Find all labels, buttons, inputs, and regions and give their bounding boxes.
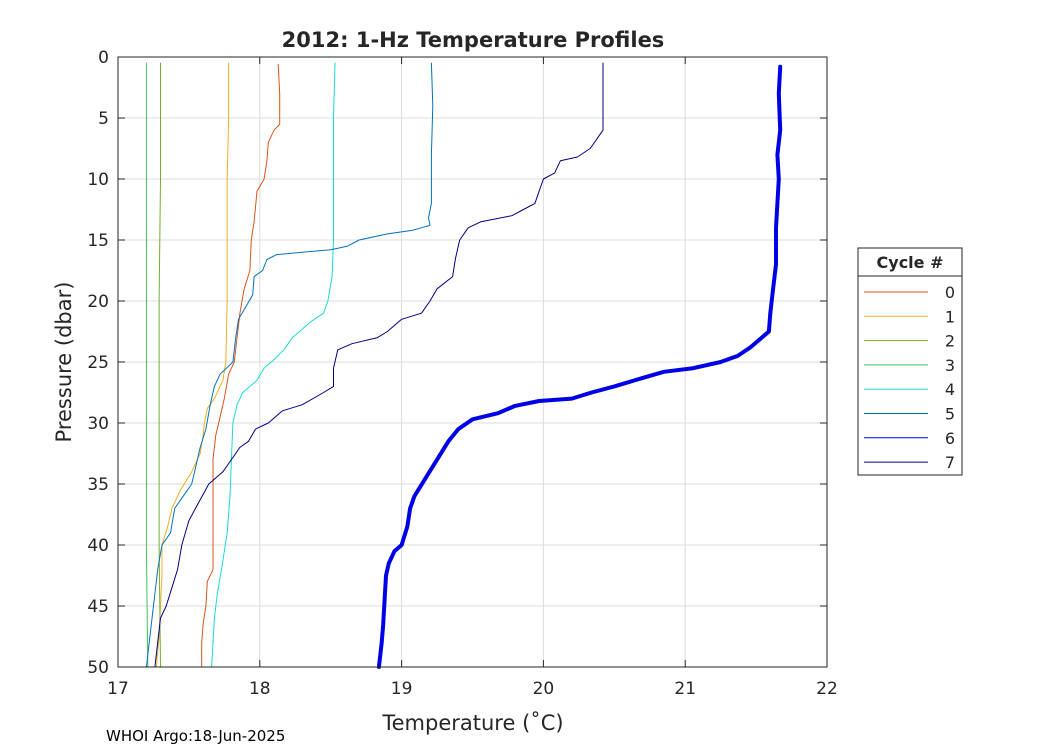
y-tick-label: 30	[87, 414, 109, 434]
x-tick-label: 22	[816, 679, 838, 699]
y-tick-label: 50	[87, 658, 109, 678]
x-tick-label: 20	[533, 679, 555, 699]
footer-credit: WHOI Argo:18-Jun-2025	[106, 727, 285, 745]
y-axis-label: Pressure (dbar)	[52, 282, 76, 443]
x-tick-label: 18	[249, 679, 271, 699]
legend-label-cycle-7: 7	[945, 453, 955, 472]
x-tick-label: 21	[674, 679, 696, 699]
series-layer	[145, 62, 783, 669]
y-tick-label: 20	[87, 292, 109, 312]
legend-label-cycle-3: 3	[945, 356, 955, 375]
legend: Cycle # 0 1 2 3 4 5 6 7	[857, 247, 963, 476]
y-tick-label: 0	[98, 48, 109, 68]
series-line-cycle-2	[158, 62, 161, 668]
series-line-cycle-7	[154, 62, 604, 668]
y-axis-ticks: 0 5 10 15 20 25 30 35 40 45 50	[87, 48, 827, 678]
y-tick-label: 15	[87, 231, 109, 251]
legend-label-cycle-4: 4	[945, 380, 955, 399]
chart-title: 2012: 1-Hz Temperature Profiles	[282, 28, 665, 52]
series-line-cycle-6	[376, 64, 783, 669]
plot-area: 17 18 19 20 21 22 0 5 10 15 20 25 30 35 40 45 50	[87, 48, 837, 699]
legend-title: Cycle #	[877, 253, 944, 272]
series-line-cycle-3	[145, 62, 149, 668]
y-tick-label: 5	[98, 109, 109, 129]
legend-label-cycle-0: 0	[945, 283, 955, 302]
y-tick-label: 25	[87, 353, 109, 373]
y-tick-label: 40	[87, 536, 109, 556]
y-tick-label: 35	[87, 475, 109, 495]
series-line-cycle-0	[201, 63, 281, 668]
y-tick-label: 10	[87, 170, 109, 190]
legend-label-cycle-6: 6	[945, 429, 955, 448]
x-axis-ticks: 17 18 19 20 21 22	[107, 57, 838, 699]
series-line-cycle-5	[145, 62, 434, 668]
legend-label-cycle-2: 2	[945, 332, 955, 351]
legend-label-cycle-1: 1	[945, 307, 955, 326]
x-tick-label: 17	[107, 679, 129, 699]
series-line-cycle-1	[155, 62, 230, 668]
series-line-cycle-4	[211, 62, 336, 668]
legend-label-cycle-5: 5	[945, 405, 955, 424]
x-axis-label: Temperature (˚C)	[381, 711, 563, 735]
legend-box	[857, 247, 963, 476]
legend-items: 0 1 2 3 4 5 6 7	[864, 283, 955, 472]
y-tick-label: 45	[87, 597, 109, 617]
x-tick-label: 19	[391, 679, 413, 699]
